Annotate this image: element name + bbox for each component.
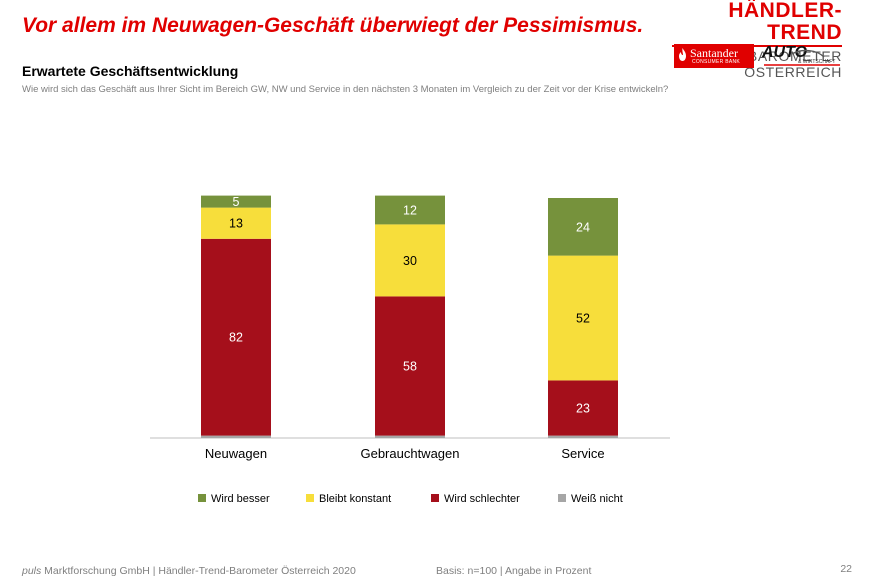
legend-item-weiss-nicht: Weiß nicht (558, 493, 623, 505)
category-tick-label: Gebrauchtwagen (360, 446, 459, 461)
brand-title: HÄNDLER-TREND (728, 0, 842, 44)
legend-swatch (431, 494, 439, 502)
car-swoosh-icon (764, 49, 840, 66)
data-label: 13 (229, 217, 243, 231)
footer-company-italic: puls (22, 565, 42, 577)
legend-label: Wird schlechter (444, 493, 520, 505)
legend-item-bleibt-konstant: Bleibt konstant (306, 493, 391, 505)
auto-wirtschaft-logo: AUTO & WIRTSCHAFT (762, 44, 842, 68)
footer-source: puls Marktforschung GmbH | Händler-Trend… (22, 565, 356, 577)
bar-segment (375, 435, 445, 438)
legend-item-wird-besser: Wird besser (198, 493, 270, 505)
legend-label: Bleibt konstant (319, 493, 392, 505)
bar-segment (548, 380, 618, 436)
bar-segment (201, 207, 271, 239)
data-label: 82 (229, 331, 243, 345)
stacked-bar-chart: 82 13 5 Neuwagen 58 30 12 Gebrauchtwagen 23 52 24 S… (150, 195, 670, 461)
chart-title: Erwartete Geschäftsentwicklung (22, 63, 239, 79)
category-tick-label: Service (561, 446, 604, 461)
brand-subtitle: BAROMETER ÖSTERREICH (744, 48, 842, 80)
page-number: 22 (840, 563, 852, 575)
santander-logo-subtext: CONSUMER BANK (692, 59, 741, 65)
bar-segment (201, 435, 271, 438)
category-tick-label: Neuwagen (205, 446, 267, 461)
page-headline: Vor allem im Neuwagen-Geschäft überwiegt… (22, 14, 644, 37)
auto-logo-subtext: & WIRTSCHAFT (798, 59, 836, 65)
bar-segment (375, 224, 445, 297)
bar-segment (548, 435, 618, 438)
data-label: 12 (403, 204, 417, 218)
chart-legend: Wird besser Bleibt konstant Wird schlech… (0, 493, 872, 509)
bar-segment (375, 195, 445, 225)
bar-segment (548, 255, 618, 381)
santander-logo: Santander CONSUMER BANK (674, 44, 754, 68)
brand-block: HÄNDLER-TREND BAROMETER ÖSTERREICH (672, 0, 842, 80)
legend-swatch (558, 494, 566, 502)
santander-logo-text: Santander (690, 46, 738, 60)
legend-swatch (306, 494, 314, 502)
bar-segment (548, 198, 618, 256)
legend-item-wird-schlechter: Wird schlechter (431, 493, 520, 505)
auto-logo-text: AUTO (762, 44, 808, 61)
legend-label: Weiß nicht (571, 493, 623, 505)
brand-divider (672, 45, 842, 47)
legend-swatch (198, 494, 206, 502)
data-label: 52 (576, 312, 590, 326)
flame-icon (679, 48, 686, 61)
legend-label: Wird besser (211, 493, 270, 505)
footer-basis: Basis: n=100 | Angabe in Prozent (436, 565, 592, 577)
sponsor-logos: Santander CONSUMER BANK AUTO & WIRTSCHAF… (672, 44, 842, 70)
chart-subtitle: Wie wird sich das Geschäft aus Ihrer Sic… (22, 84, 669, 95)
data-label: 5 (233, 195, 240, 209)
data-label: 23 (576, 402, 590, 416)
data-label: 24 (576, 220, 590, 234)
data-label: 58 (403, 360, 417, 374)
bar-segment (375, 296, 445, 436)
footer-company-rest: Marktforschung GmbH | Händler-Trend-Baro… (41, 565, 356, 577)
bar-segment (201, 195, 271, 208)
bar-segment (201, 238, 271, 436)
data-label: 30 (403, 254, 417, 268)
